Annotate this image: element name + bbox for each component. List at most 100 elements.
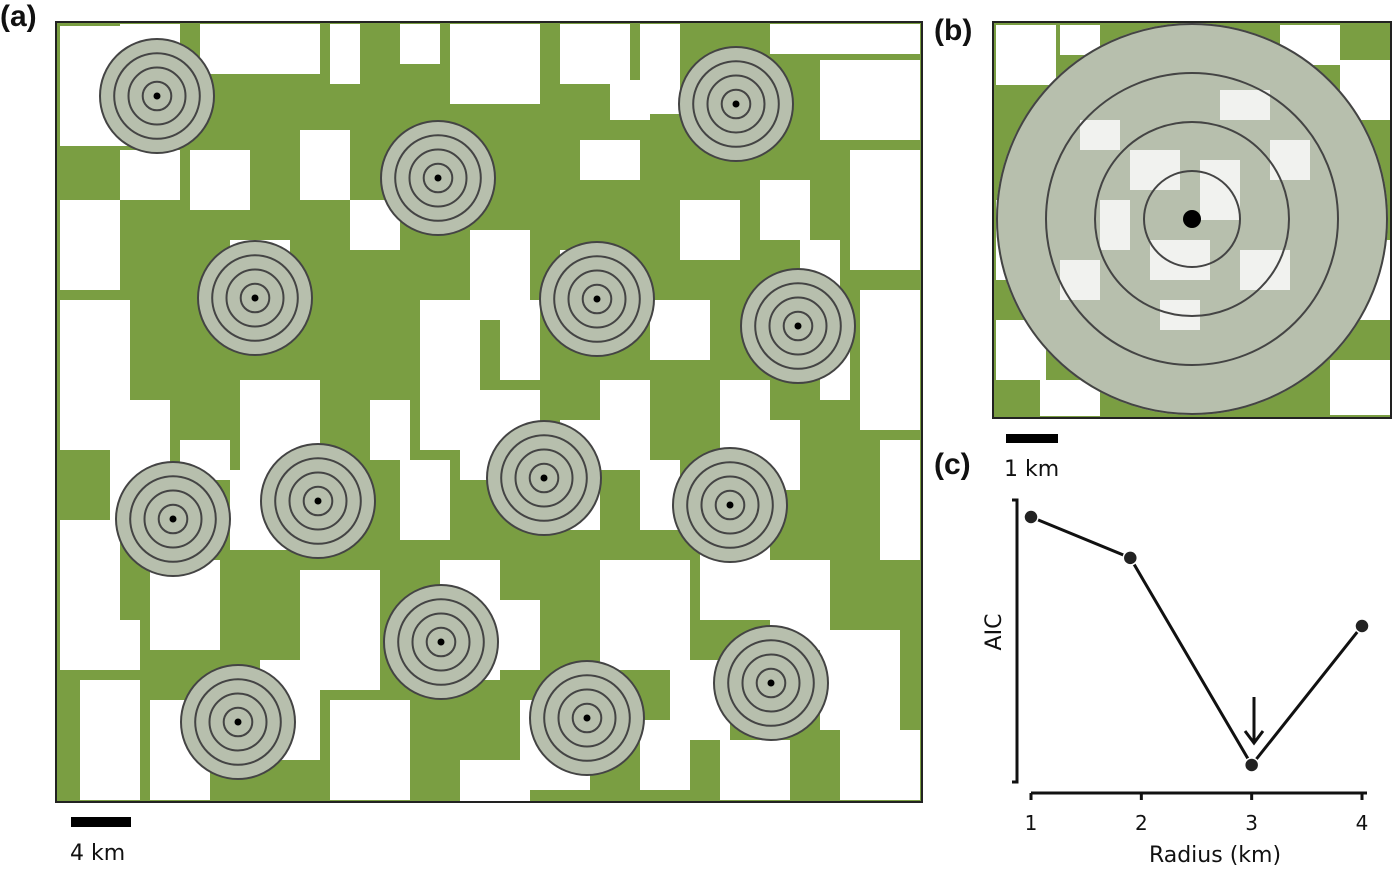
buffer-ring xyxy=(222,706,254,738)
buffer-ring xyxy=(99,38,215,154)
cleared-patch xyxy=(120,150,180,200)
buffer-ring xyxy=(740,268,856,384)
buffer-rings xyxy=(996,23,1388,415)
cleared-patch xyxy=(400,24,440,64)
buffer-ring xyxy=(714,489,746,521)
buffer-ring xyxy=(514,448,574,508)
buffer-ring xyxy=(553,255,641,343)
site-point xyxy=(153,92,161,100)
site-buffer xyxy=(383,584,499,700)
buffer-ring xyxy=(422,162,454,194)
cleared-patch xyxy=(60,200,120,290)
buffer-ring xyxy=(143,489,203,549)
site-point xyxy=(1183,210,1201,228)
buffer-ring xyxy=(706,74,766,134)
buffer-ring xyxy=(543,674,631,762)
aic-point xyxy=(1122,550,1139,566)
y-axis-title: AIC xyxy=(982,614,1007,651)
study-sites xyxy=(99,38,856,780)
cleared-patch xyxy=(680,200,740,260)
aic-chart: AIC Radius (km) 1 2 3 4 xyxy=(982,498,1370,868)
cleared-patch xyxy=(1200,160,1240,220)
x-tick-label: 3 xyxy=(1245,811,1258,835)
site-point xyxy=(434,174,442,182)
cleared-patch xyxy=(1150,240,1210,280)
cleared-patch xyxy=(1100,200,1130,250)
site-point xyxy=(593,295,601,303)
cleared-patch xyxy=(500,600,540,670)
buffer-ring xyxy=(288,471,348,531)
site-buffer xyxy=(260,443,376,559)
aic-series-line xyxy=(1030,515,1364,768)
cleared-patch xyxy=(770,24,920,54)
site-buffer xyxy=(672,447,788,563)
buffer-ring xyxy=(194,678,282,766)
cleared-patch xyxy=(1270,140,1310,180)
buffer-ring xyxy=(408,148,468,208)
buffer-ring xyxy=(113,52,201,140)
cleared-patch xyxy=(650,300,710,360)
buffer-ring xyxy=(686,461,774,549)
cleared-patch xyxy=(370,400,410,460)
buffer-ring xyxy=(157,503,189,535)
buffer-ring xyxy=(127,66,187,126)
cleared-patch xyxy=(580,140,640,180)
buffer-ring xyxy=(394,134,482,222)
cleared-patch xyxy=(1130,150,1180,190)
cleared-patch xyxy=(760,180,810,240)
scale-bar-b xyxy=(1006,434,1058,443)
site-point xyxy=(314,497,322,505)
cleared-patch xyxy=(610,80,650,120)
cleared-patch xyxy=(640,720,690,790)
cleared-patch xyxy=(330,700,410,800)
site-buffer xyxy=(380,120,496,236)
site-buffer xyxy=(99,38,215,154)
site-buffer xyxy=(197,240,313,356)
buffer-ring xyxy=(713,625,829,741)
site-point xyxy=(540,474,548,482)
panel-a-map xyxy=(56,22,922,802)
buffer-ring xyxy=(411,612,471,672)
cleared-patch xyxy=(80,680,140,800)
buffer-ring xyxy=(672,447,788,563)
buffer-ring xyxy=(720,88,752,120)
x-tick-label: 1 xyxy=(1025,811,1038,835)
cleared-patch xyxy=(880,440,920,560)
buffer-ring xyxy=(486,420,602,536)
site-point xyxy=(794,322,802,330)
buffer-ring xyxy=(529,660,645,776)
cleared-patch xyxy=(90,620,140,670)
cleared-patch xyxy=(996,25,1056,85)
buffer-ring xyxy=(768,296,828,356)
cleared-patch xyxy=(450,24,540,104)
buffer-ring xyxy=(727,639,815,727)
ring-2km xyxy=(1094,121,1290,317)
buffer-ring xyxy=(782,310,814,342)
site-buffer xyxy=(180,664,296,780)
buffer-ring xyxy=(754,282,842,370)
scale-label-b: 1 km xyxy=(1004,457,1059,482)
buffer-ring xyxy=(211,254,299,342)
cleared-patch xyxy=(820,630,900,730)
buffer-ring xyxy=(239,282,271,314)
aic-point xyxy=(1023,509,1039,525)
cleared-patch xyxy=(500,300,540,380)
site-buffer xyxy=(486,420,602,536)
cleared-in-buffer xyxy=(1060,90,1310,330)
cleared-patch xyxy=(1080,120,1120,150)
site-point xyxy=(437,638,445,646)
x-tick-label: 4 xyxy=(1356,811,1369,835)
cleared-patch xyxy=(820,60,920,140)
buffer-ring xyxy=(557,688,617,748)
site-buffer xyxy=(678,46,794,162)
panel-a-label: (a) xyxy=(0,0,37,33)
scale-label-a: 4 km xyxy=(70,841,125,866)
ring-4km xyxy=(996,23,1388,415)
buffer-ring xyxy=(571,702,603,734)
cleared-patch xyxy=(560,24,630,84)
site-buffer xyxy=(115,461,231,577)
cleared-patch xyxy=(720,740,790,800)
min-aic-arrow xyxy=(1243,697,1265,746)
buffer-ring xyxy=(302,485,334,517)
